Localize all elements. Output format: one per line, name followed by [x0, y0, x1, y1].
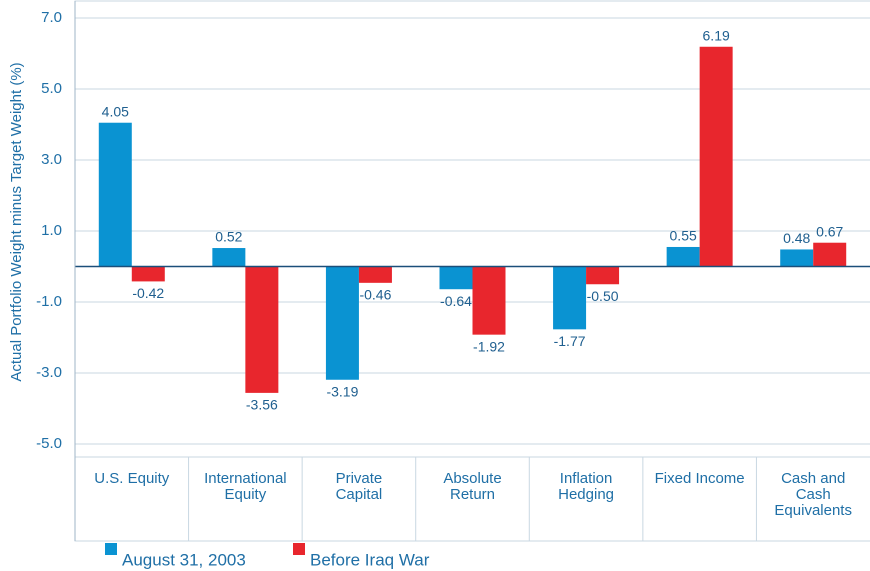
x-tick-label: Private Capital — [336, 470, 383, 503]
legend-label: August 31, 2003 — [122, 550, 246, 569]
value-label: -3.19 — [326, 383, 358, 399]
x-tick-label: U.S. Equity — [94, 470, 170, 487]
y-tick-label: -1.0 — [36, 293, 62, 310]
y-axis-title: Actual Portfolio Weight minus Target Wei… — [8, 62, 25, 381]
bar — [98, 122, 132, 267]
bar — [780, 249, 814, 267]
legend-swatch — [105, 543, 117, 555]
bar — [245, 266, 279, 393]
bar — [325, 266, 359, 380]
value-label: -1.92 — [473, 338, 505, 354]
bar — [439, 266, 473, 290]
value-label: 0.48 — [783, 230, 810, 246]
y-tick-label: 7.0 — [41, 9, 62, 26]
legend-label: Before Iraq War — [310, 550, 430, 569]
bar — [212, 248, 246, 267]
value-label: -0.42 — [132, 285, 164, 301]
y-tick-label: 1.0 — [41, 222, 62, 239]
y-tick-label: 3.0 — [41, 151, 62, 168]
x-tick-label: International Equity — [204, 470, 287, 503]
legend-swatch — [293, 543, 305, 555]
bar — [699, 46, 733, 267]
x-tick-label: Fixed Income — [655, 470, 745, 487]
bar — [586, 266, 620, 285]
value-label: -3.56 — [246, 397, 278, 413]
y-tick-label: 5.0 — [41, 80, 62, 97]
value-label: 4.05 — [102, 103, 129, 119]
value-label: -1.77 — [554, 333, 586, 349]
bar — [131, 266, 165, 282]
bar — [358, 266, 392, 283]
x-tick-label: Inflation Hedging — [558, 470, 614, 503]
value-label: 6.19 — [703, 27, 730, 43]
bar — [666, 246, 700, 267]
value-label: -0.64 — [440, 293, 472, 309]
value-label: -0.46 — [359, 287, 391, 303]
x-tick-label: Cash and Cash Equivalents — [774, 470, 852, 519]
bar — [472, 266, 506, 335]
bar — [813, 242, 847, 267]
bar — [553, 266, 587, 330]
value-label: -0.50 — [587, 288, 619, 304]
y-tick-label: -3.0 — [36, 364, 62, 381]
x-tick-label: Absolute Return — [443, 470, 501, 503]
y-tick-label: -5.0 — [36, 435, 62, 452]
value-label: 0.52 — [215, 229, 242, 245]
value-label: 0.67 — [816, 223, 843, 239]
value-label: 0.55 — [670, 228, 697, 244]
